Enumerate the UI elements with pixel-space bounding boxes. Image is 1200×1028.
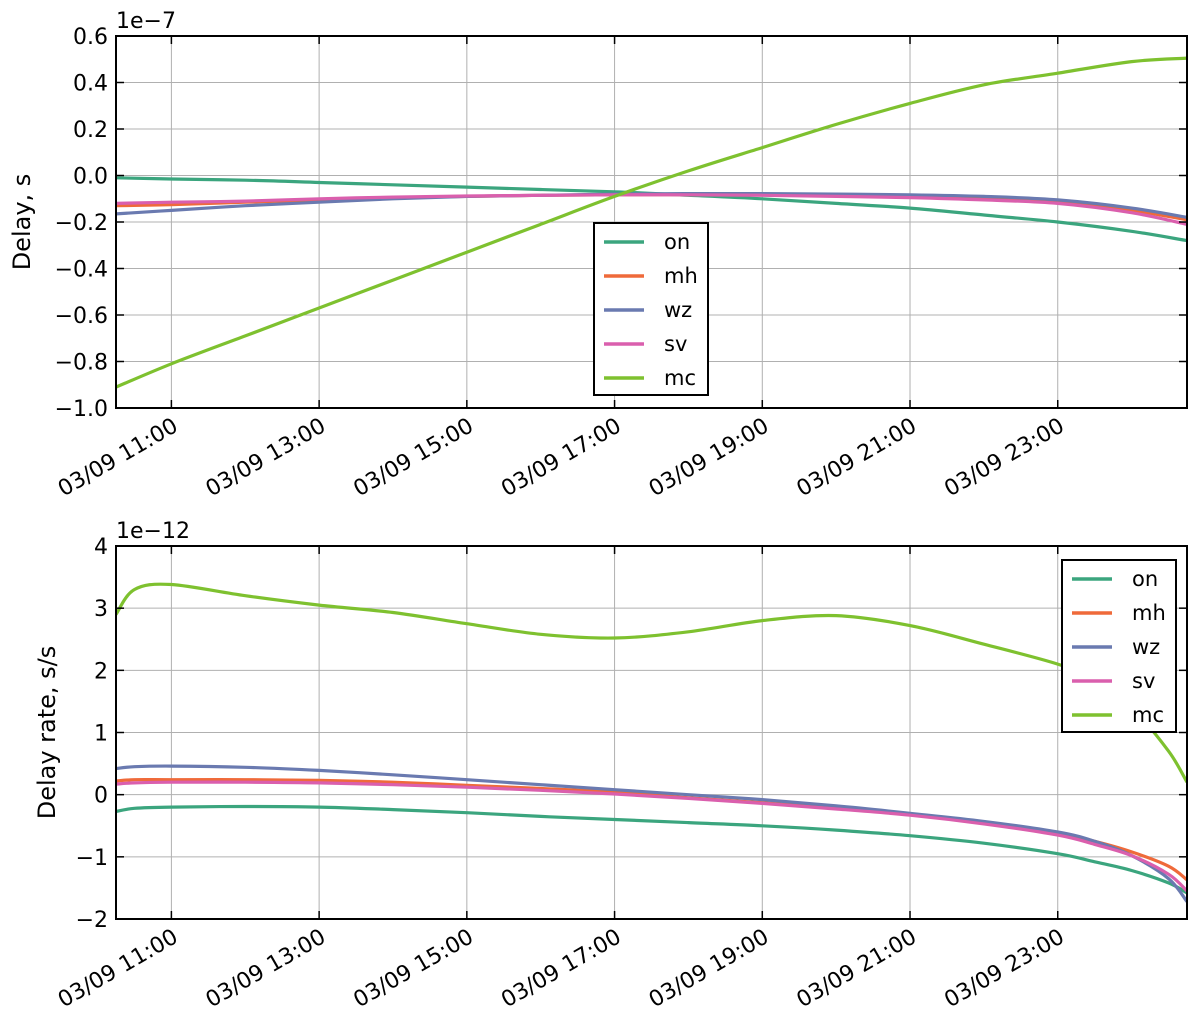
y-tick-label: −1.0 bbox=[55, 397, 108, 422]
x-tick-label: 03/09 17:00 bbox=[497, 414, 625, 503]
legend-label-mh: mh bbox=[664, 264, 698, 288]
series-line-sv bbox=[116, 193, 1187, 226]
y-tick-label: −0.6 bbox=[55, 304, 108, 329]
legend-label-sv: sv bbox=[1132, 669, 1155, 693]
axis-scale-label: 1e−7 bbox=[116, 9, 176, 34]
x-tick-label: 03/09 19:00 bbox=[645, 925, 773, 1014]
delay-panel: −1.0 −0.8 −0.6 −0.4 −0.2 0.0 0.2 0.4 0.6 03/09 11… bbox=[8, 9, 1188, 503]
legend: on mh wz sv mc bbox=[1061, 559, 1177, 733]
legend-label-mh: mh bbox=[1132, 601, 1166, 625]
y-tick-label: 0.0 bbox=[73, 165, 108, 190]
y-tick-label: 0.6 bbox=[73, 25, 108, 50]
y-tick-label: 0.4 bbox=[73, 72, 108, 97]
y-tick-label: −0.4 bbox=[55, 258, 108, 283]
x-tick-label: 03/09 23:00 bbox=[940, 925, 1068, 1014]
legend-label-mc: mc bbox=[1132, 703, 1164, 727]
series-line-wz bbox=[116, 192, 1187, 219]
x-tick-label: 03/09 21:00 bbox=[793, 414, 921, 503]
series-line-on bbox=[116, 804, 1187, 895]
y-tick-label: 1 bbox=[94, 722, 108, 747]
x-tick-label: 03/09 17:00 bbox=[497, 925, 625, 1014]
x-tick-label: 03/09 15:00 bbox=[349, 925, 477, 1014]
x-tick-label: 03/09 11:00 bbox=[54, 925, 182, 1014]
y-tick-label: 3 bbox=[94, 597, 108, 622]
y-tick-label: −1 bbox=[76, 846, 108, 871]
delay-rate-panel: −2 −1 0 1 2 3 4 03/09 11:00 03/09 13:00 03/09 15:… bbox=[33, 519, 1188, 1014]
x-tick-label: 03/09 13:00 bbox=[202, 414, 330, 503]
x-tick-label: 03/09 13:00 bbox=[202, 925, 330, 1014]
y-tick-label: 0.2 bbox=[73, 118, 108, 143]
series-line-wz bbox=[116, 764, 1187, 903]
series-group bbox=[116, 582, 1187, 903]
legend-label-sv: sv bbox=[664, 332, 687, 356]
axis-scale-label: 1e−12 bbox=[116, 519, 190, 544]
y-tick-label: −0.8 bbox=[55, 351, 108, 376]
legend-label-wz: wz bbox=[1132, 635, 1160, 659]
legend-label-wz: wz bbox=[664, 298, 692, 322]
series-line-sv bbox=[116, 780, 1187, 893]
series-line-mc bbox=[116, 582, 1187, 784]
legend: on mh wz sv mc bbox=[593, 222, 709, 396]
series-group bbox=[116, 56, 1187, 389]
x-tick-label: 03/09 21:00 bbox=[793, 925, 921, 1014]
x-tick-label: 03/09 15:00 bbox=[349, 414, 477, 503]
y-tick-label: −0.2 bbox=[55, 211, 108, 236]
y-tick-label: 0 bbox=[94, 784, 108, 809]
x-tick-label: 03/09 19:00 bbox=[645, 414, 773, 503]
legend-label-on: on bbox=[1132, 567, 1158, 591]
y-tick-label: −2 bbox=[76, 908, 108, 933]
series-line-mc bbox=[116, 56, 1187, 389]
x-tick-label: 03/09 11:00 bbox=[54, 414, 182, 503]
legend-label-mc: mc bbox=[664, 366, 696, 390]
y-tick-label: 2 bbox=[94, 659, 108, 684]
y-tick-label: 4 bbox=[94, 535, 108, 560]
y-axis-label: Delay, s bbox=[8, 174, 36, 271]
y-axis-label: Delay rate, s/s bbox=[33, 646, 61, 820]
x-tick-label: 03/09 23:00 bbox=[940, 414, 1068, 503]
legend-label-on: on bbox=[664, 230, 690, 254]
